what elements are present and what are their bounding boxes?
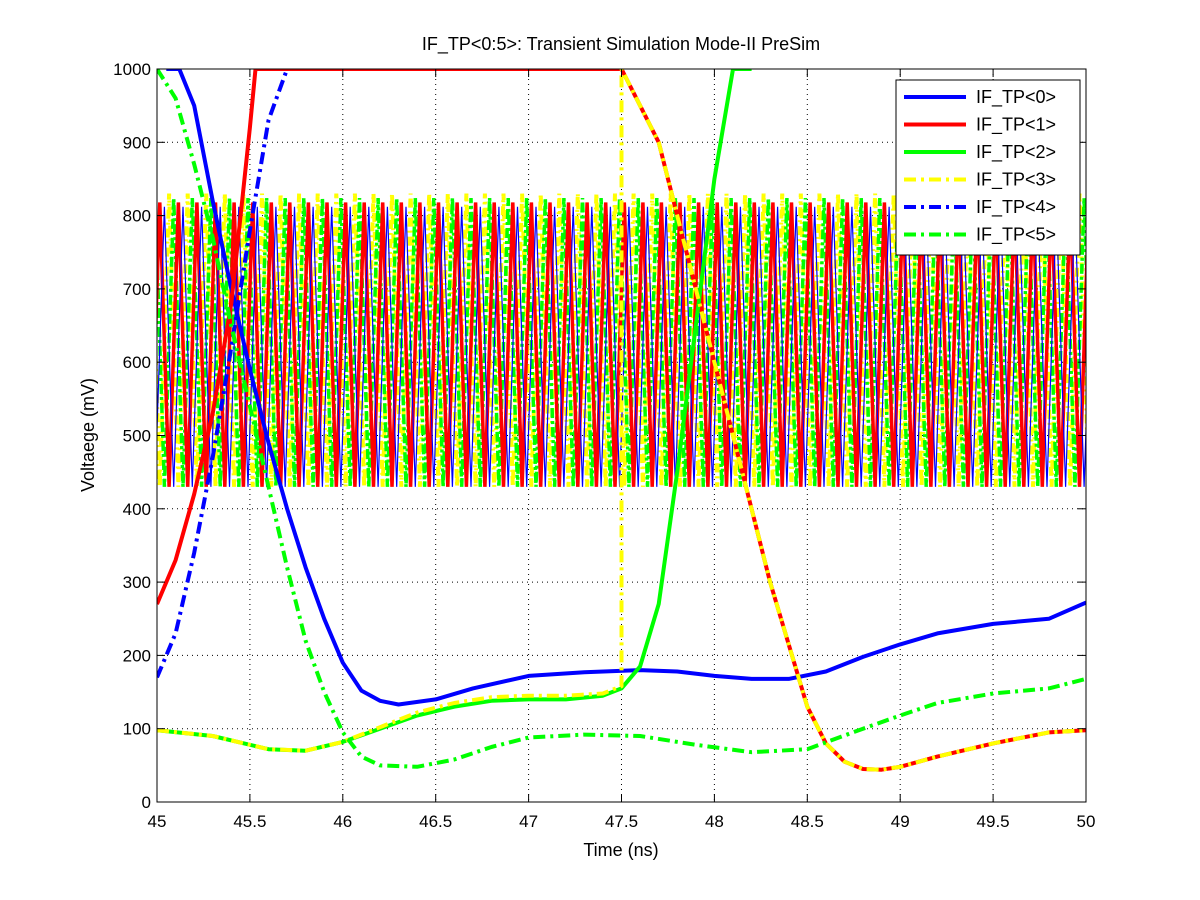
y-tick-label: 300	[123, 573, 151, 592]
series-line-5	[157, 69, 1086, 769]
x-tick-label: 47	[519, 812, 538, 831]
series-line-4	[157, 69, 289, 679]
legend: IF_TP<0> IF_TP<1> IF_TP<2> IF_TP<3> IF_TP<4>…	[895, 79, 1081, 256]
y-tick-label: 1000	[113, 60, 151, 79]
x-axis-title: Time (ns)	[583, 840, 658, 860]
legend-label: IF_TP<2>	[976, 142, 1056, 163]
legend-label: IF_TP<5>	[976, 225, 1056, 246]
y-tick-label: 900	[123, 133, 151, 152]
x-tick-label: 49.5	[977, 812, 1010, 831]
y-tick-label: 500	[123, 427, 151, 446]
y-tick-label: 100	[123, 720, 151, 739]
legend-label: IF_TP<1>	[976, 115, 1056, 136]
series-lines	[157, 69, 1086, 772]
x-tick-labels: 45 45.5 46 46.5 47 47.5 48 48.5 49 49.5 50	[148, 812, 1096, 831]
legend-label: IF_TP<0>	[976, 87, 1056, 108]
x-tick-label: 46.5	[419, 812, 452, 831]
x-tick-label: 48	[705, 812, 724, 831]
y-tick-label: 800	[123, 207, 151, 226]
x-tick-label: 45.5	[233, 812, 266, 831]
legend-box	[895, 79, 1081, 256]
y-axis-title: Voltaege (mV)	[78, 378, 98, 492]
x-tick-label: 50	[1077, 812, 1096, 831]
y-tick-label: 0	[142, 793, 151, 812]
y-tick-label: 700	[123, 280, 151, 299]
legend-label: IF_TP<3>	[976, 170, 1056, 191]
oscillation-trace	[157, 202, 1086, 487]
oscillation-trace	[157, 206, 1086, 487]
y-tick-label: 600	[123, 353, 151, 372]
y-tick-label: 400	[123, 500, 151, 519]
series-line-0	[166, 69, 1086, 707]
legend-label: IF_TP<4>	[976, 197, 1056, 218]
series-line-3	[157, 69, 1086, 772]
chart-title: IF_TP<0:5>: Transient Simulation Mode-II…	[422, 34, 820, 55]
y-tick-labels: 0 100 200 300 400 500 600 700 800 900 1000	[113, 60, 151, 812]
x-tick-label: 47.5	[605, 812, 638, 831]
x-tick-label: 49	[891, 812, 910, 831]
x-tick-label: 46	[333, 812, 352, 831]
oscillation-band	[157, 193, 1086, 487]
x-tick-label: 45	[148, 812, 167, 831]
y-tick-label: 200	[123, 646, 151, 665]
axis-ticks	[156, 68, 1087, 803]
x-tick-label: 48.5	[791, 812, 824, 831]
